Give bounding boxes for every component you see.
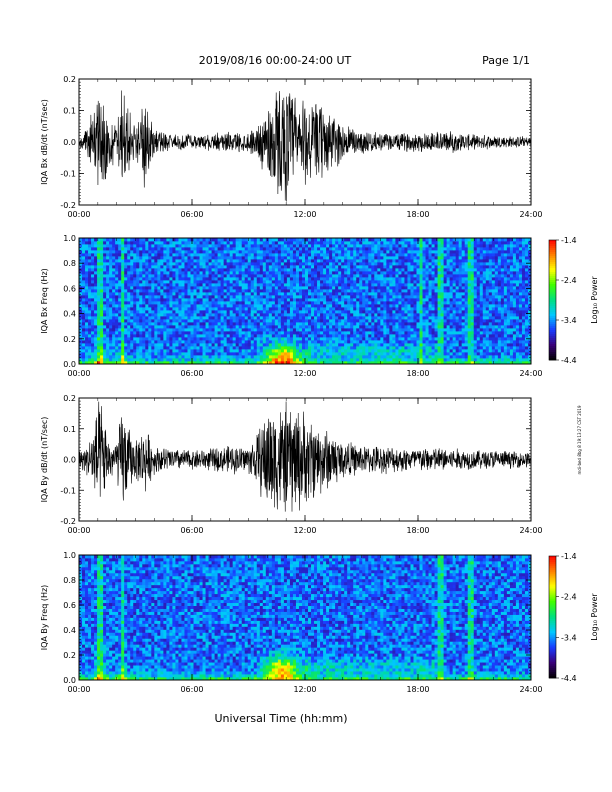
colorbar-tick-label: -1.4: [561, 552, 577, 561]
colorbar-by: -1.4 -2.4 -3.4 -4.4 Log₁₀ Power: [548, 552, 599, 683]
colorbar-tick-label: -3.4: [561, 316, 577, 325]
colorbar-label: Log₁₀ Power: [590, 276, 599, 324]
y-tick-label: -0.2: [60, 201, 76, 210]
y-axis-label: IQA By dB/dt (nT/sec): [40, 417, 49, 503]
y-tick-label: 0.2: [63, 75, 76, 84]
y-tick-label: 0.0: [63, 138, 76, 147]
x-tick-label: 00:00: [67, 210, 90, 219]
spectrogram-cells: [79, 555, 531, 680]
colorbar-frame: [548, 555, 557, 679]
x-tick-label: 12:00: [293, 369, 316, 378]
x-tick-label: 12:00: [293, 685, 316, 694]
panel-by-spectrogram: 1.0 0.8 0.6 0.4 0.2 0.000:00 06:00 12:00 18:00 24…: [40, 551, 543, 694]
y-tick-label: 0.1: [63, 425, 76, 434]
panel-bx-dbdt: 0.2 0.1 0.0 -0.1 -0.200:00 06:00 12:00 18:00 24:…: [40, 75, 543, 219]
spectrogram-cells: [79, 238, 531, 364]
x-tick-label: 24:00: [519, 526, 542, 535]
x-tick-label: 00:00: [67, 526, 90, 535]
colorbar-tick-label: -2.4: [561, 593, 577, 602]
colorbar-tick-label: -4.4: [561, 674, 577, 683]
dbdt-trace: [79, 90, 531, 202]
x-tick-label: 12:00: [293, 210, 316, 219]
colorbar-tick-label: -1.4: [561, 236, 577, 245]
y-axis-label: IQA Bx dB/dt (nT/sec): [40, 99, 49, 185]
y-tick-label: 0.1: [63, 107, 76, 116]
y-tick-label: 0.8: [63, 576, 76, 585]
colorbar-tick-label: -2.4: [561, 276, 577, 285]
y-tick-label: 0.2: [63, 335, 76, 344]
x-tick-label: 18:00: [406, 526, 429, 535]
x-tick-label: 06:00: [180, 210, 203, 219]
x-tick-label: 24:00: [519, 685, 542, 694]
x-tick-label: 06:00: [180, 526, 203, 535]
y-tick-label: 1.0: [63, 551, 76, 560]
colorbar-tick-label: -4.4: [561, 356, 577, 365]
x-tick-label: 18:00: [406, 210, 429, 219]
x-tick-label: 24:00: [519, 369, 542, 378]
x-tick-label: 06:00: [180, 685, 203, 694]
y-tick-label: 0.6: [63, 601, 76, 610]
y-tick-label: 0.2: [63, 394, 76, 403]
x-tick-label: 12:00: [293, 526, 316, 535]
panel-by-dbdt: 0.2 0.1 0.0 -0.1 -0.200:00 06:00 12:00 18:00 24:…: [40, 394, 543, 535]
y-tick-label: 0.6: [63, 284, 76, 293]
colorbar-tick-label: -3.4: [561, 633, 577, 642]
timestamp-stamp: mdi-bed 8bg 8 19:13:27 CST 2019: [577, 405, 582, 474]
x-tick-label: 18:00: [406, 369, 429, 378]
x-tick-label: 00:00: [67, 685, 90, 694]
x-tick-label: 24:00: [519, 210, 542, 219]
y-tick-label: 0.8: [63, 259, 76, 268]
y-axis-label: IQA By Freq (Hz): [40, 585, 49, 651]
colorbar-frame: [548, 239, 557, 361]
dbdt-trace: [79, 401, 531, 512]
y-tick-label: -0.1: [60, 486, 76, 495]
x-tick-label: 18:00: [406, 685, 429, 694]
y-tick-label: 0.4: [63, 626, 76, 635]
y-tick-label: 0.0: [63, 360, 76, 369]
y-tick-label: -0.1: [60, 170, 76, 179]
y-tick-label: -0.2: [60, 517, 76, 526]
x-tick-label: 06:00: [180, 369, 203, 378]
page-indicator: Page 1/1: [482, 54, 530, 67]
x-tick-label: 00:00: [67, 369, 90, 378]
figure-title: 2019/08/16 00:00-24:00 UT: [199, 54, 352, 67]
colorbar-label: Log₁₀ Power: [590, 593, 599, 641]
y-tick-label: 0.4: [63, 310, 76, 319]
y-axis-label: IQA Bx Freq (Hz): [40, 268, 49, 334]
y-tick-label: 0.0: [63, 456, 76, 465]
colorbar-bx: -1.4 -2.4 -3.4 -4.4 Log₁₀ Power: [548, 236, 599, 365]
y-tick-label: 0.0: [63, 676, 76, 685]
x-axis-title: Universal Time (hh:mm): [215, 712, 348, 725]
panel-bx-spectrogram: 1.0 0.8 0.6 0.4 0.2 0.000:00 06:00 12:00 18:00 24…: [40, 234, 543, 378]
y-tick-label: 1.0: [63, 234, 76, 243]
y-tick-label: 0.2: [63, 651, 76, 660]
